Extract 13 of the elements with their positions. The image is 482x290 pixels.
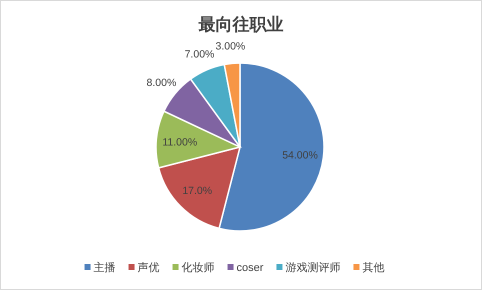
legend-label: 声优	[138, 261, 160, 274]
data-label: 17.0%	[182, 184, 212, 197]
data-label: 3.00%	[216, 40, 246, 52]
legend-label: 其他	[362, 261, 384, 274]
legend-label: coser	[236, 262, 264, 274]
data-label: 8.00%	[146, 76, 176, 89]
legend-label: 游戏测评师	[285, 261, 340, 274]
legend-label: 化妆师	[182, 262, 215, 274]
data-label: 7.00%	[184, 48, 214, 60]
chart-title: 最向往职业	[198, 15, 284, 34]
data-label: 11.00%	[162, 136, 198, 148]
legend-label: 主播	[94, 261, 116, 274]
data-label: 54.00%	[282, 150, 318, 162]
